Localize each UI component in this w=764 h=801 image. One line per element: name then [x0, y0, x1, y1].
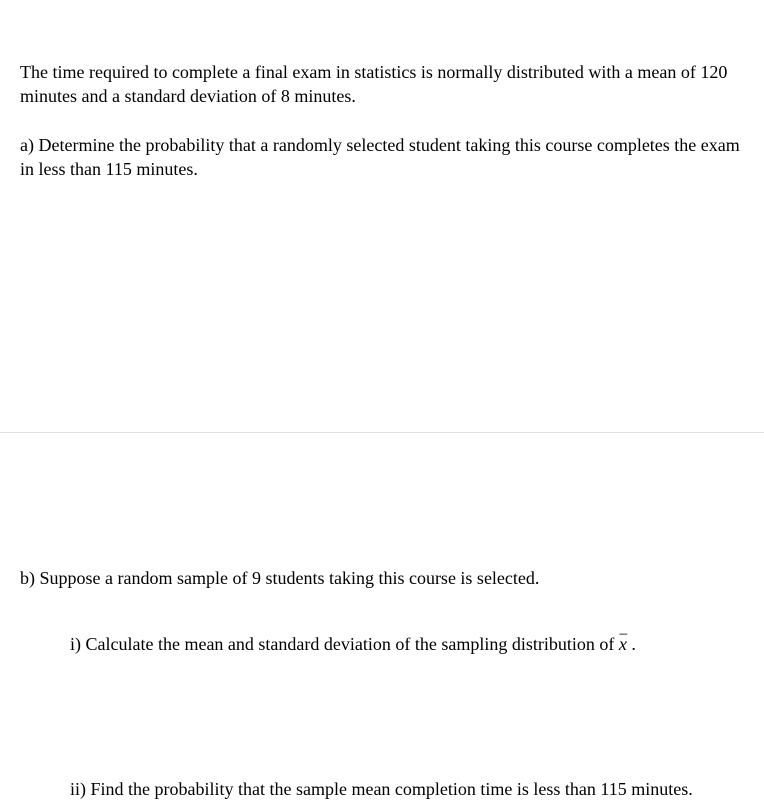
horizontal-divider: [0, 432, 764, 433]
part-b-i-text-pre: i) Calculate the mean and standard devia…: [70, 634, 619, 654]
part-b-lead: b) Suppose a random sample of 9 students…: [20, 566, 744, 590]
part-b-i-text-post: .: [627, 634, 636, 654]
problem-intro: The time required to complete a final ex…: [20, 60, 744, 109]
part-b-sub-i: i) Calculate the mean and standard devia…: [70, 632, 744, 656]
part-b-section: b) Suppose a random sample of 9 students…: [20, 566, 744, 801]
part-a-question: a) Determine the probability that a rand…: [20, 133, 744, 182]
document-body: The time required to complete a final ex…: [0, 0, 764, 181]
part-b-sub-ii: ii) Find the probability that the sample…: [70, 777, 744, 801]
x-bar-symbol: x: [619, 632, 627, 656]
